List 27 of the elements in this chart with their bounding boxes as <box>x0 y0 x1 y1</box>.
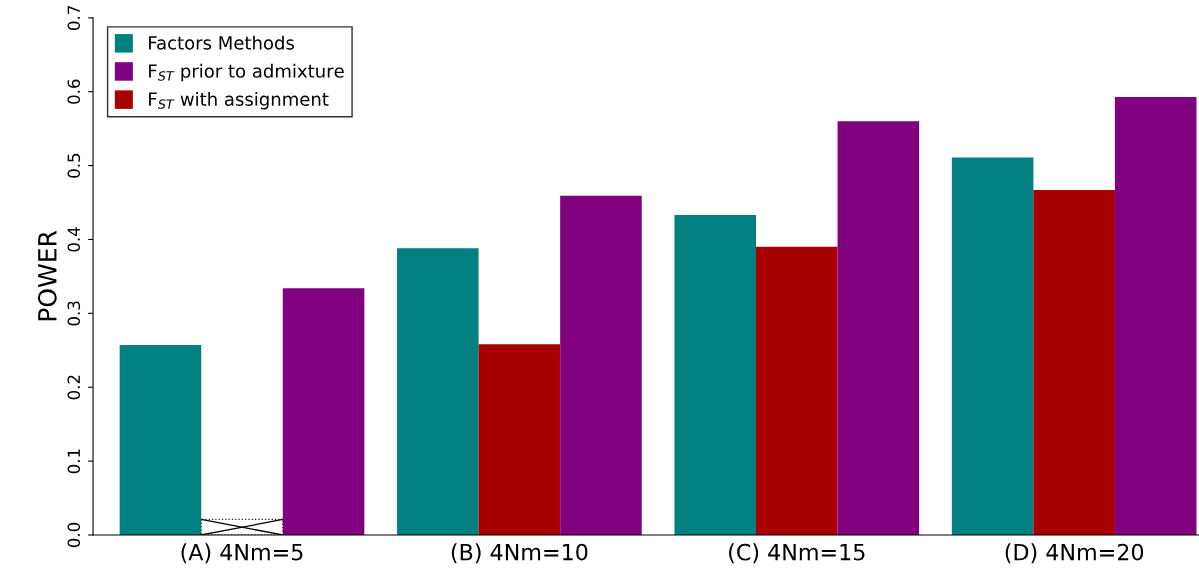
y-tick-label: 0.1 <box>67 449 81 474</box>
legend-label: Factors Methods <box>149 35 294 50</box>
bar <box>1114 96 1197 535</box>
bar <box>478 344 561 535</box>
x-tick-label: (B) 4Nm=10 <box>451 543 588 564</box>
bar <box>674 215 757 535</box>
y-axis-title: POWER <box>37 230 57 321</box>
bar <box>951 157 1034 535</box>
y-tick-label: 0.4 <box>67 227 81 252</box>
y-tick-label: 0.7 <box>67 6 81 30</box>
bar <box>119 345 202 535</box>
x-tick-label: (D) 4Nm=20 <box>1005 543 1144 564</box>
bar <box>560 195 642 535</box>
x-tick-label: (C) 4Nm=15 <box>729 543 865 564</box>
bar <box>756 246 838 535</box>
x-tick-label: (A) 4Nm=5 <box>181 543 303 564</box>
legend-label: F$_{ST}$ prior to admixture <box>149 63 344 82</box>
y-tick-label: 0.0 <box>67 522 81 548</box>
bar <box>837 121 920 535</box>
bar <box>397 248 479 535</box>
y-tick-label: 0.5 <box>67 153 81 178</box>
bar <box>1033 189 1115 535</box>
y-tick-label: 0.6 <box>67 79 81 104</box>
y-tick-label: 0.3 <box>67 301 81 326</box>
y-tick-label: 0.2 <box>67 375 81 400</box>
legend-label: F$_{ST}$ with assignment <box>149 92 329 110</box>
bar <box>282 288 365 535</box>
